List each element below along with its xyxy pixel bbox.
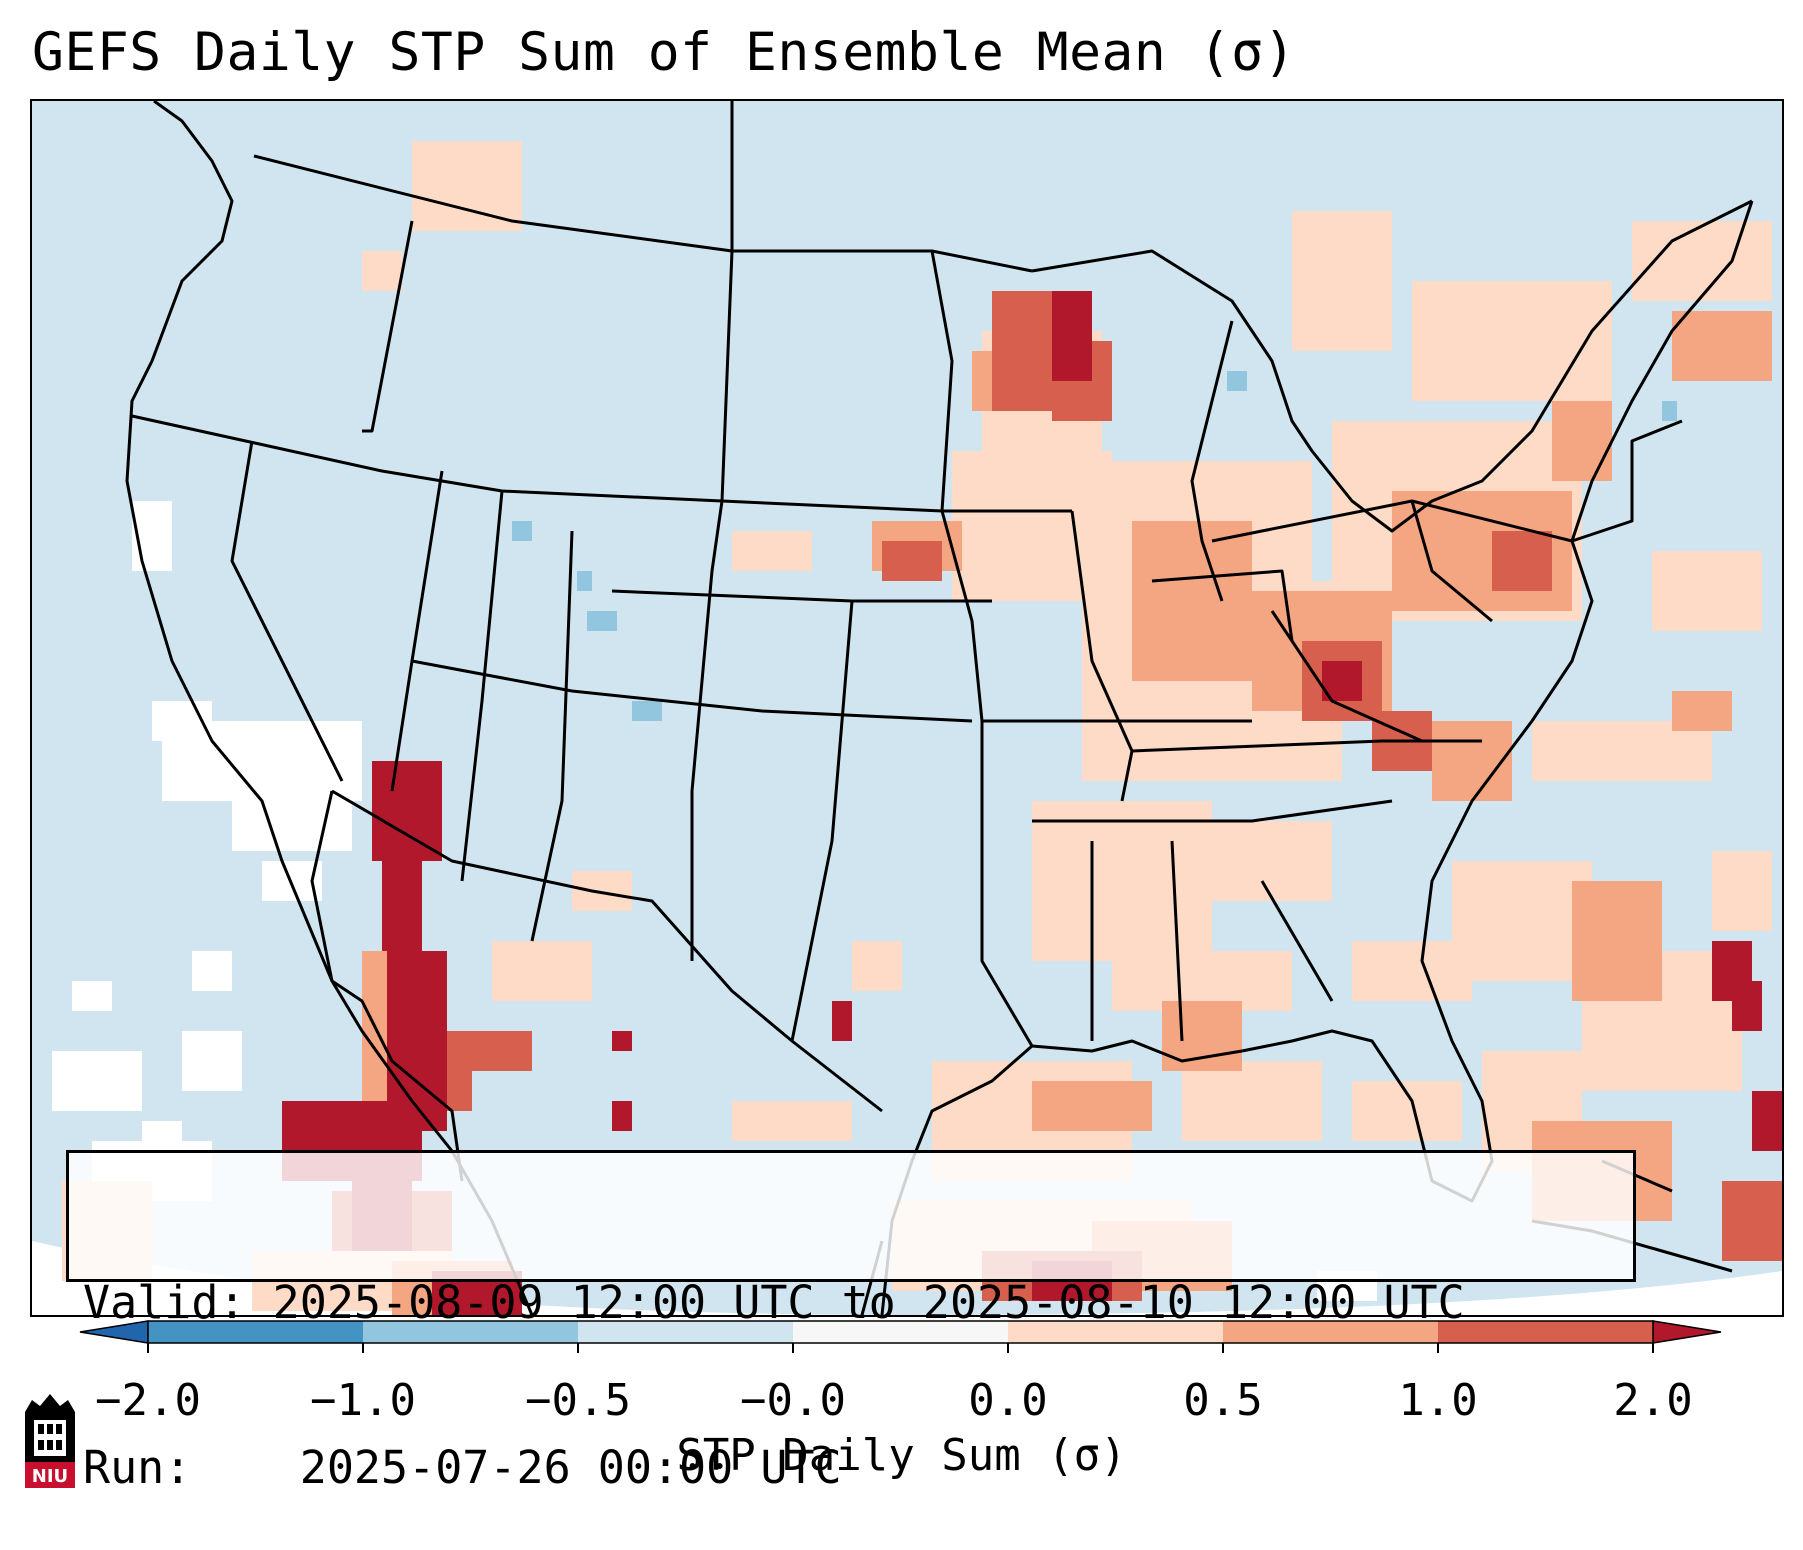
state-line-24 [1151, 569, 1294, 642]
colorbar-under-arrow [79, 1320, 149, 1344]
valid-value: 2025-08-09 12:00 UTC to 2025-08-10 12:00… [272, 1276, 1465, 1329]
colorbar-bin [148, 1321, 363, 1343]
state-line-16 [1131, 739, 1482, 753]
state-line-13 [980, 721, 1034, 1047]
negative-cells [512, 371, 1677, 721]
map-panel [30, 99, 1784, 1317]
state-line-20 [1260, 880, 1334, 1002]
colorbar-tick-label: 0.5 [1183, 1375, 1262, 1426]
state-line-2 [362, 220, 414, 433]
colorbar-label: STP Daily Sum (σ) [676, 1430, 1127, 1481]
map-boundaries [125, 101, 1754, 1315]
colorbar-outline [147, 1320, 1654, 1344]
positive-cells-low [62, 141, 1772, 1311]
state-line-6 [690, 101, 734, 961]
state-line-19 [1170, 840, 1184, 1042]
run-line: Run: 2025-07-26 00:00 UTC [83, 1440, 1633, 1495]
state-line-5 [460, 490, 504, 882]
niu-logo: NIU [25, 1394, 75, 1488]
great-lakes [1031, 199, 1753, 533]
state-line-12 [790, 600, 854, 1042]
valid-line: Valid: 2025-08-09 12:00 UTC to 2025-08-1… [83, 1275, 1633, 1330]
colorbar-tick-label: 2.0 [1613, 1375, 1692, 1426]
field-background [32, 101, 1782, 1315]
colorbar-over-arrow [1652, 1320, 1722, 1344]
state-line-15 [1070, 510, 1134, 802]
state-line-11 [930, 250, 984, 722]
state-line-23 [1410, 500, 1493, 623]
colorbar-bin [1438, 1321, 1653, 1343]
valid-time-box: Valid: 2025-08-09 12:00 UTC to 2025-08-1… [66, 1150, 1636, 1494]
niu-logo-text: NIU [32, 1466, 68, 1487]
colorbar-tick-label: −0.0 [740, 1375, 846, 1426]
lake-michigan [1190, 320, 1234, 602]
colorbar: −2.0 −1.0 −0.5 −0.0 0.0 0.5 1.0 2.0 [79, 1320, 1722, 1426]
run-value: 2025-07-26 00:00 UTC [299, 1441, 842, 1494]
valid-label: Valid: [83, 1276, 246, 1329]
state-line-17 [1032, 799, 1393, 823]
west-coastline [125, 101, 534, 1315]
colorbar-bin [1223, 1321, 1438, 1343]
map-title: GEFS Daily STP Sum of Ensemble Mean (σ) [32, 22, 1296, 83]
state-line-1 [131, 414, 723, 503]
colorbar-tick-label: −1.0 [310, 1375, 416, 1426]
run-label: Run: [83, 1441, 192, 1494]
baja-coastline [310, 790, 464, 1182]
stp-map [32, 101, 1782, 1315]
state-line-7 [411, 659, 973, 723]
colorbar-tick-label: 0.0 [968, 1375, 1047, 1426]
colorbar-bin [793, 1321, 1008, 1343]
colorbar-tick-label: −0.5 [525, 1375, 631, 1426]
colorbar-bin [363, 1321, 578, 1343]
colorbar-bin [1008, 1321, 1223, 1343]
state-line-25 [1571, 419, 1683, 543]
east-coastline [1241, 200, 1754, 1203]
colorbar-bin [578, 1321, 793, 1343]
state-line-3 [230, 440, 344, 782]
colorbar-tick-label: 1.0 [1398, 1375, 1477, 1426]
colorbar-tick-label: −2.0 [95, 1375, 201, 1426]
state-line-8 [530, 530, 574, 942]
